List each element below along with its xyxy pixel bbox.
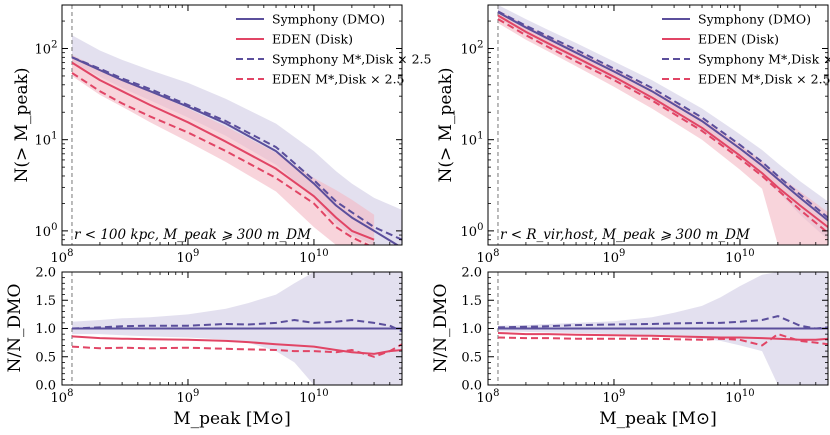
x-tick-label: 108 [51,388,74,406]
svg-text:EDEN M*,Disk × 2.5: EDEN M*,Disk × 2.5 [272,72,405,87]
x-tick-label: 1010 [725,388,754,406]
y-tick-label: 2.0 [35,266,56,281]
panel-annotation: r < 100 kpc, M_peak ⩾ 300 m_DM [74,227,312,243]
legend-entry: EDEN (Disk) [236,32,353,47]
legend-entry: EDEN (Disk) [662,32,779,47]
plot-area [497,5,828,245]
y-tick-label: 2.0 [461,266,482,281]
series-line-disk [497,14,828,228]
y-axis-label: N(> M_peak) [12,67,32,182]
svg-text:Symphony (DMO): Symphony (DMO) [698,12,811,27]
series-lines [497,315,828,347]
panel-top-right: 108 109 1010 100 101 102 N(> M_peak) r < R_vi… [436,4,830,266]
legend-entry: Symphony (DMO) [662,12,811,27]
ticks: 108 109 1010 0.0 0.5 1.0 1.5 2.0 [461,266,829,406]
x-tick-label: 109 [177,388,200,406]
y-axis-label: N/N_DMO [431,284,451,373]
y-tick-label: 1.0 [461,322,482,337]
series-line-dmo_25 [497,315,828,330]
svg-text:EDEN M*,Disk × 2.5: EDEN M*,Disk × 2.5 [698,72,830,87]
x-tick-label: 1010 [299,248,328,266]
series-line-dmo [497,11,828,222]
series-line-disk_25 [71,72,371,245]
y-tick-label: 0.0 [35,379,56,394]
plot-area [71,272,402,385]
y-tick-label: 0.5 [461,350,482,365]
legend-entry: Symphony (DMO) [236,12,385,27]
series-line-disk_25 [71,343,402,358]
ticks: 108 109 1010 100 101 102 [461,4,829,266]
series-lines [71,319,402,358]
series-line-disk [71,335,402,355]
legend-entry: Symphony M*,Disk × 2.5 [662,52,830,67]
y-tick-label: 1.5 [461,294,482,309]
y-tick-label: 101 [461,131,484,149]
series-line-disk_25 [497,333,828,347]
series-line-disk [71,61,375,241]
x-tick-label: 1010 [299,388,328,406]
plot-area [497,272,828,385]
ticks: 108 109 1010 100 101 102 [35,4,403,266]
y-tick-label: 100 [461,222,484,240]
series-line-dmo_25 [497,10,828,219]
x-tick-label: 109 [603,248,626,266]
panel-top-left: 108 109 1010 100 101 102 N(> M_peak) r < 100 … [12,4,431,266]
y-tick-label: 100 [35,222,58,240]
axes-frame [61,4,403,246]
series-lines [497,10,828,234]
x-tick-label: 108 [477,388,500,406]
ticks: 108 109 1010 0.0 0.5 1.0 1.5 2.0 [35,266,403,406]
x-tick-label: 109 [603,388,626,406]
y-tick-label: 0.0 [461,379,482,394]
svg-text:EDEN (Disk): EDEN (Disk) [272,32,353,47]
y-tick-label: 0.5 [35,350,56,365]
legend: Symphony (DMO) EDEN (Disk) Symphony M*,D… [236,12,431,87]
y-tick-label: 101 [35,131,58,149]
legend-entry: EDEN M*,Disk × 2.5 [236,72,405,87]
x-axis-label: M_peak [M⊙] [173,409,291,429]
panel-bottom-right: 108 109 1010 0.0 0.5 1.0 1.5 2.0 N/N_DMO M_peak… [431,266,829,429]
svg-text:Symphony M*,Disk × 2.5: Symphony M*,Disk × 2.5 [698,52,830,67]
x-tick-label: 108 [477,248,500,266]
y-tick-label: 102 [35,40,58,58]
x-tick-label: 1010 [725,248,754,266]
x-axis-label: M_peak [M⊙] [599,409,717,429]
x-tick-label: 108 [51,248,74,266]
panel-bottom-left: 108 109 1010 0.0 0.5 1.0 1.5 2.0 N/N_DMO M_peak… [5,266,403,429]
panel-annotation: r < R_vir,host, M_peak ⩾ 300 m_DM [500,227,751,243]
y-tick-label: 1.5 [35,294,56,309]
series-line-dmo_25 [71,56,402,241]
svg-text:Symphony M*,Disk × 2.5: Symphony M*,Disk × 2.5 [272,52,431,67]
legend-entry: Symphony M*,Disk × 2.5 [236,52,431,67]
legend-entry: EDEN M*,Disk × 2.5 [662,72,830,87]
y-axis-label: N/N_DMO [5,284,25,373]
series-line-disk_25 [497,18,828,234]
y-tick-label: 1.0 [35,322,56,337]
series-line-dmo_25 [71,319,402,333]
svg-text:Symphony (DMO): Symphony (DMO) [272,12,385,27]
series-line-dmo [71,56,400,245]
y-axis-label: N(> M_peak) [436,67,456,182]
y-tick-label: 102 [461,40,484,58]
series-lines [71,56,402,245]
legend: Symphony (DMO) EDEN (Disk) Symphony M*,D… [662,12,830,87]
svg-text:EDEN (Disk): EDEN (Disk) [698,32,779,47]
plot-area [71,5,402,245]
x-tick-label: 109 [177,248,200,266]
axes-frame [487,4,829,246]
